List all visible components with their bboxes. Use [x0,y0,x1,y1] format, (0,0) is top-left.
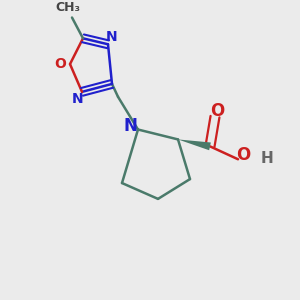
Text: O: O [210,102,224,120]
Text: CH₃: CH₃ [56,1,80,14]
Polygon shape [178,140,211,150]
Text: O: O [54,57,66,71]
Text: N: N [123,117,137,135]
Text: N: N [72,92,84,106]
Text: N: N [106,30,118,44]
Text: O: O [236,146,250,164]
Text: H: H [261,151,273,166]
